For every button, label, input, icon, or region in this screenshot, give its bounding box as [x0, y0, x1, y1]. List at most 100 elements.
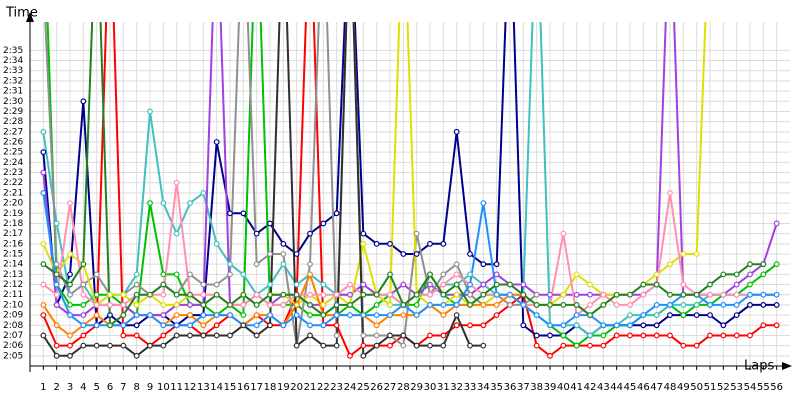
point	[560, 291, 567, 298]
point	[613, 322, 620, 329]
point	[440, 342, 447, 349]
point	[107, 322, 113, 329]
point	[80, 312, 87, 318]
point	[453, 322, 460, 329]
x-tick-label: 31	[437, 382, 450, 393]
point	[507, 302, 513, 308]
point	[107, 302, 113, 308]
y-tick-label: 2:31	[3, 87, 23, 97]
point	[67, 342, 73, 349]
y-tick-label: 2:26	[3, 138, 23, 148]
point	[573, 322, 580, 329]
point	[587, 302, 593, 308]
point	[147, 108, 153, 115]
point	[173, 291, 180, 298]
point	[53, 261, 60, 268]
y-tick-label: 2:07	[3, 331, 23, 341]
point	[613, 302, 620, 308]
y-tick-label: 2:14	[3, 260, 23, 270]
y-tick-label: 2:30	[3, 97, 23, 107]
point	[40, 169, 47, 176]
point	[200, 332, 207, 339]
point	[493, 312, 500, 318]
point	[267, 220, 273, 227]
x-tick-label: 37	[517, 382, 530, 393]
point	[427, 342, 433, 349]
point	[720, 271, 727, 278]
point	[453, 271, 460, 278]
point	[707, 332, 713, 339]
point	[440, 312, 447, 318]
point	[53, 220, 60, 227]
y-tick-label: 2:13	[3, 270, 23, 280]
point	[747, 291, 753, 298]
point	[93, 291, 100, 298]
point	[133, 281, 140, 288]
point	[440, 271, 447, 278]
point	[133, 332, 140, 339]
point	[520, 281, 527, 288]
point	[267, 302, 273, 308]
y-tick-label: 2:15	[3, 250, 23, 260]
point	[627, 291, 633, 298]
point	[280, 251, 287, 257]
point	[267, 291, 273, 298]
point	[120, 342, 127, 349]
y-tick-label: 2:06	[3, 341, 23, 351]
point	[547, 322, 553, 329]
point	[400, 342, 407, 349]
point	[67, 251, 73, 257]
x-tick-label: 29	[410, 382, 423, 393]
point	[467, 281, 473, 288]
y-tick-label: 2:35	[3, 46, 23, 56]
y-tick-label: 2:29	[3, 107, 23, 117]
point	[387, 332, 393, 339]
point	[653, 302, 660, 308]
x-tick-label: 33	[464, 382, 477, 393]
point	[373, 322, 380, 329]
y-tick-label: 2:24	[3, 158, 23, 168]
point	[187, 322, 193, 329]
point	[293, 342, 300, 349]
y-tick-label: 2:05	[3, 351, 23, 361]
point	[440, 281, 447, 288]
x-tick-label: 15	[224, 382, 237, 393]
point	[200, 312, 207, 318]
point	[413, 312, 420, 318]
point	[600, 302, 607, 308]
point	[253, 312, 260, 318]
x-tick-label: 46	[637, 382, 650, 393]
point	[320, 312, 327, 318]
point	[533, 312, 540, 318]
point	[520, 322, 527, 329]
y-tick-label: 2:23	[3, 168, 23, 178]
point	[67, 332, 73, 339]
point	[213, 312, 220, 318]
point	[400, 312, 407, 318]
point	[360, 312, 367, 318]
point	[147, 291, 153, 298]
point	[493, 302, 500, 308]
point	[53, 291, 60, 298]
point	[640, 281, 647, 288]
point	[667, 312, 673, 318]
x-tick-label: 22	[317, 382, 330, 393]
point	[560, 342, 567, 349]
x-tick-label: 56	[770, 382, 783, 393]
point	[280, 261, 287, 268]
point	[427, 302, 433, 308]
point	[333, 302, 340, 308]
point	[680, 312, 687, 318]
point	[387, 312, 393, 318]
point	[267, 312, 273, 318]
point	[120, 332, 127, 339]
point	[307, 332, 313, 339]
point	[533, 332, 540, 339]
x-tick-label: 53	[730, 382, 743, 393]
x-tick-label: 12	[184, 382, 197, 393]
point	[227, 312, 233, 318]
x-tick-label: 21	[304, 382, 317, 393]
x-tick-label: 35	[490, 382, 503, 393]
point	[587, 291, 593, 298]
